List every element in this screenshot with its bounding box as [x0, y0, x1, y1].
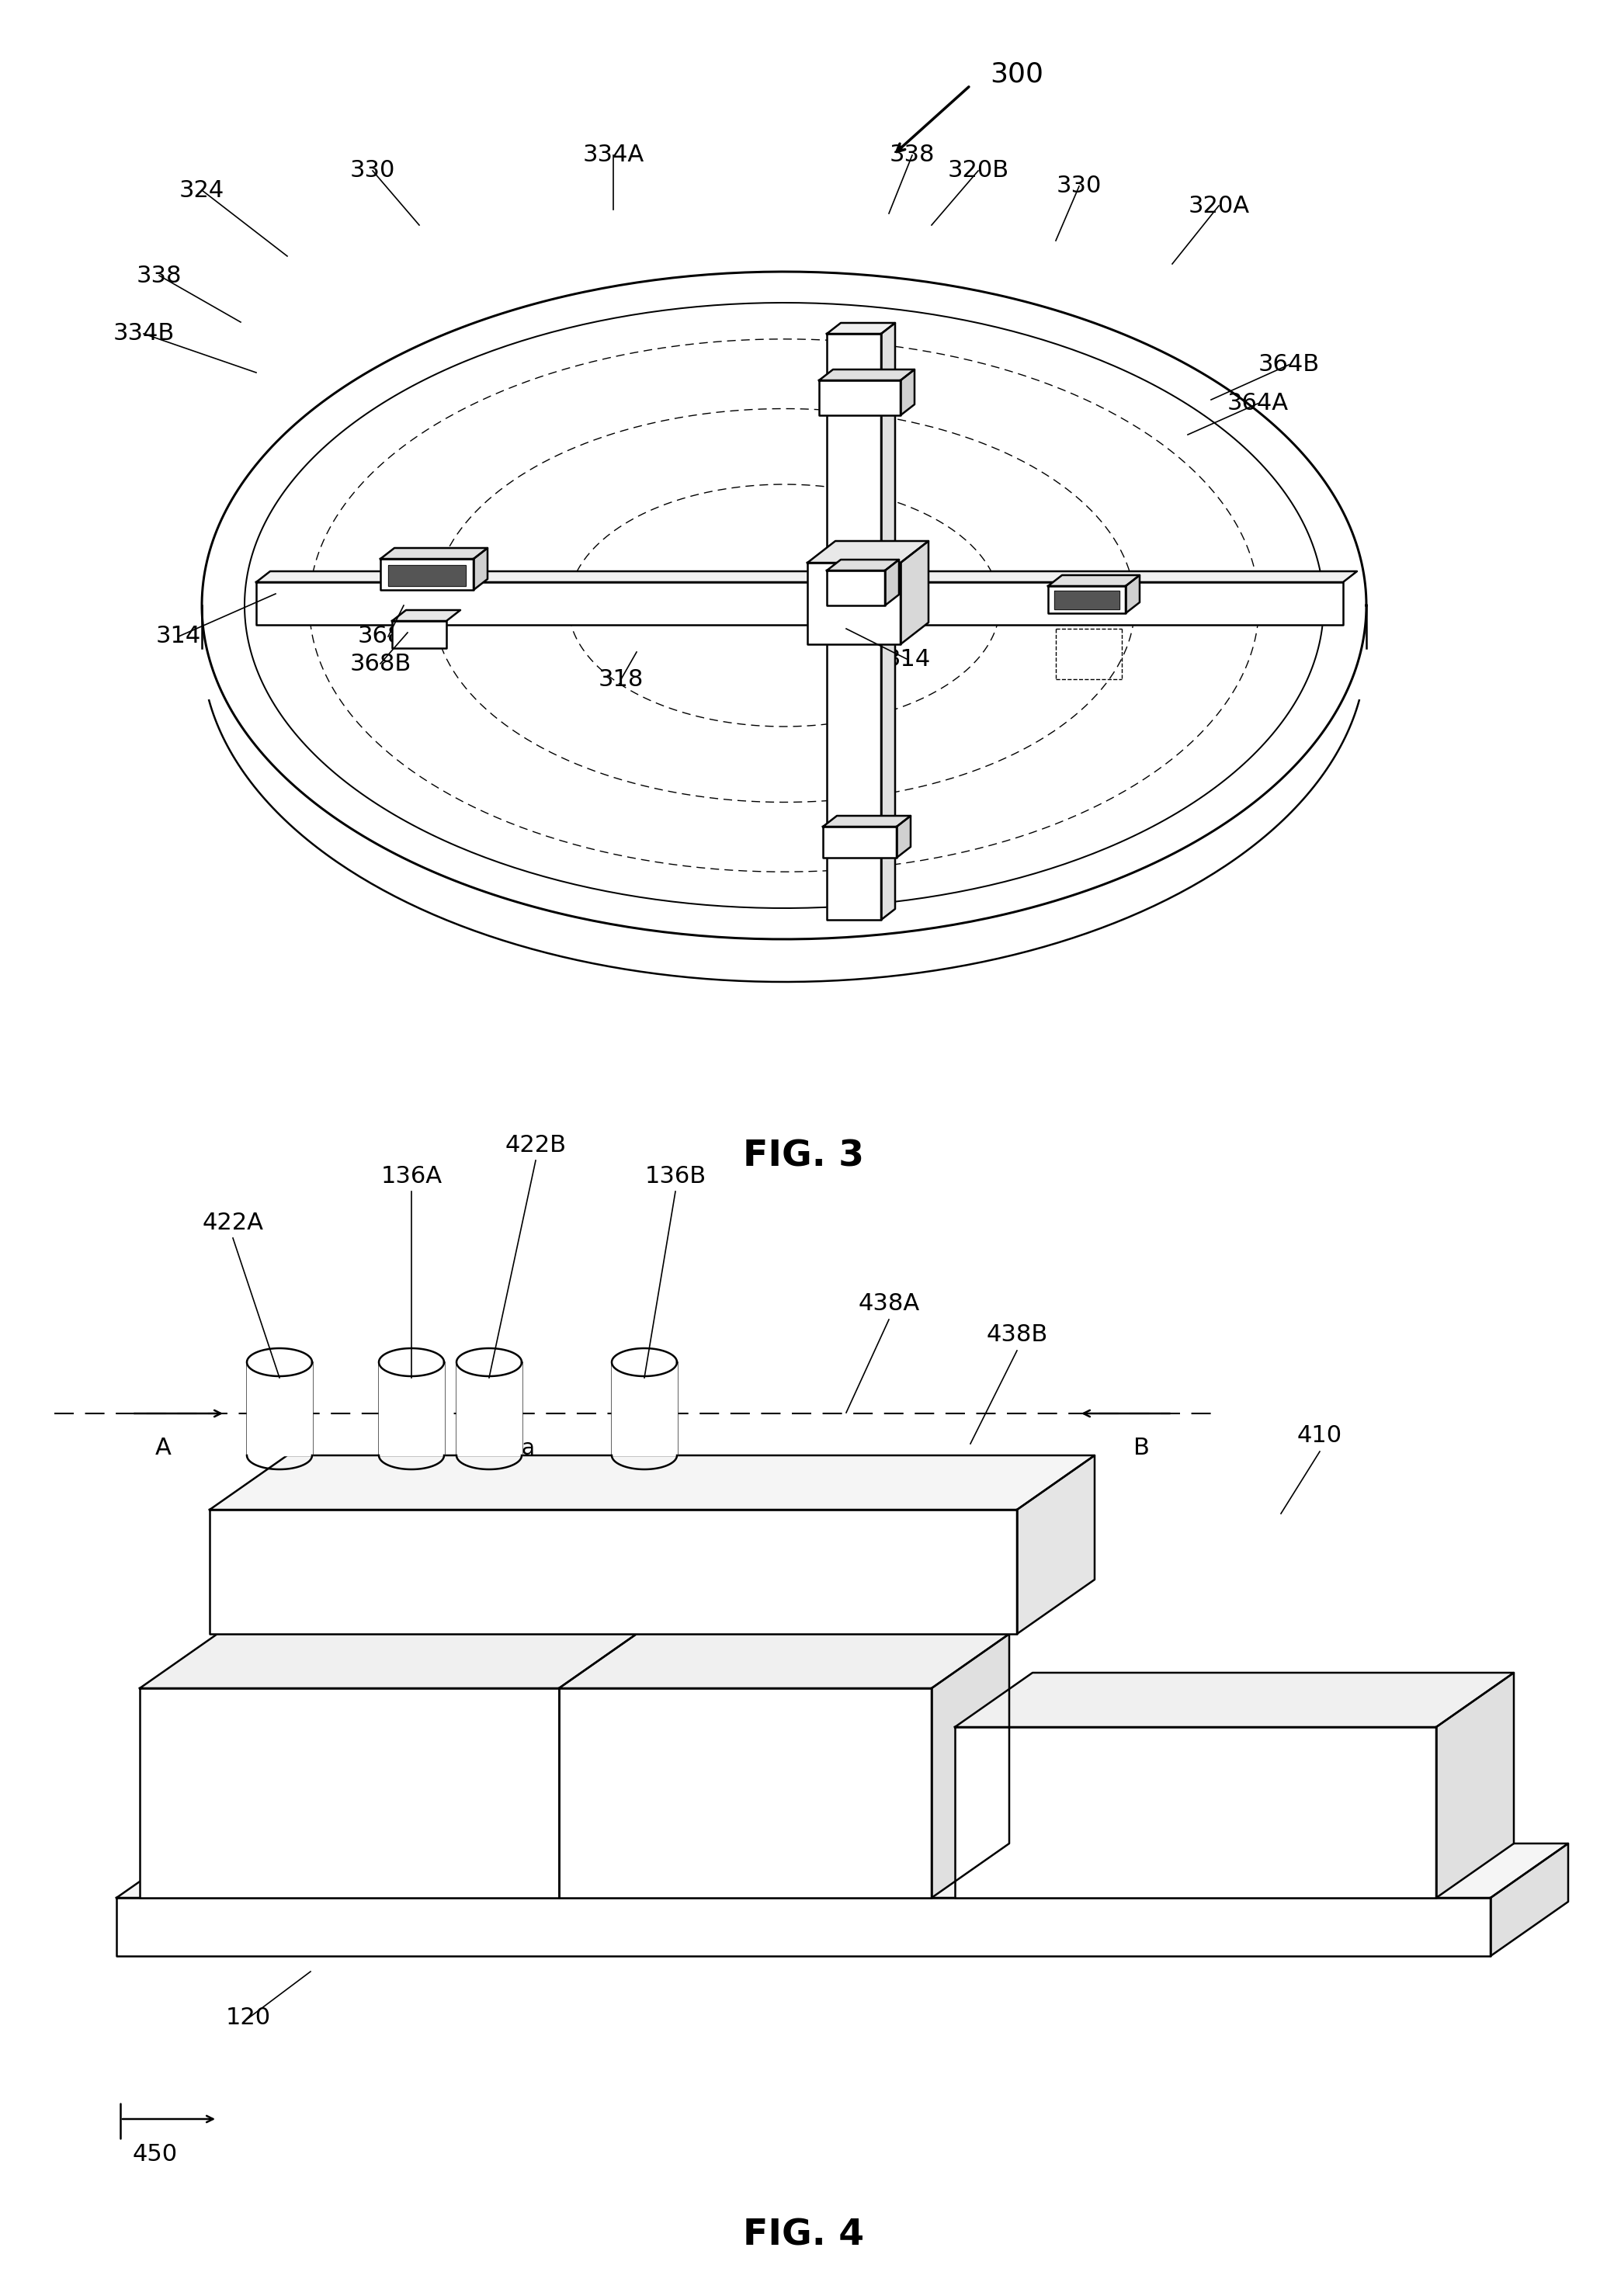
Polygon shape [1437, 1674, 1514, 1899]
Text: B: B [1133, 1437, 1149, 1460]
Polygon shape [209, 1511, 1017, 1635]
Polygon shape [247, 1362, 312, 1456]
Polygon shape [881, 613, 895, 921]
Polygon shape [256, 572, 1356, 583]
Text: 364B: 364B [1258, 354, 1319, 377]
Polygon shape [379, 1362, 444, 1456]
Polygon shape [1125, 576, 1139, 613]
Text: FIG. 4: FIG. 4 [742, 2218, 865, 2252]
Text: 136B: 136B [644, 1164, 705, 1187]
Polygon shape [116, 1899, 1491, 1956]
Polygon shape [381, 549, 487, 558]
Text: 410: 410 [1297, 1426, 1342, 1446]
Text: 320B: 320B [948, 158, 1009, 181]
Polygon shape [392, 611, 460, 620]
Polygon shape [823, 815, 911, 827]
Text: 300: 300 [990, 60, 1045, 87]
Polygon shape [1491, 1844, 1568, 1956]
Polygon shape [881, 324, 895, 583]
Polygon shape [256, 583, 1343, 625]
Polygon shape [955, 1674, 1514, 1727]
Polygon shape [389, 565, 466, 585]
Text: 318: 318 [598, 668, 644, 691]
Text: 330: 330 [350, 158, 395, 181]
Polygon shape [955, 1727, 1437, 1899]
Polygon shape [209, 1456, 1094, 1511]
Polygon shape [932, 1635, 1009, 1899]
Polygon shape [612, 1362, 677, 1456]
Polygon shape [559, 1688, 932, 1899]
Polygon shape [897, 815, 911, 859]
Polygon shape [826, 625, 881, 921]
Polygon shape [900, 542, 929, 645]
Polygon shape [559, 1635, 1009, 1688]
Polygon shape [247, 1348, 312, 1375]
Text: 438A: 438A [858, 1293, 919, 1316]
Polygon shape [826, 560, 898, 569]
Text: 450: 450 [133, 2142, 178, 2165]
Polygon shape [140, 1635, 636, 1688]
Text: 338: 338 [890, 145, 935, 168]
Text: 120: 120 [227, 2007, 272, 2030]
Text: FIG. 3: FIG. 3 [742, 1139, 865, 1173]
Text: 438B: 438B [987, 1325, 1048, 1345]
Text: a: a [521, 1437, 535, 1460]
Polygon shape [474, 549, 487, 590]
Polygon shape [1017, 1456, 1094, 1635]
Text: 422B: 422B [505, 1134, 566, 1157]
Polygon shape [116, 1844, 1568, 1899]
Text: 368A: 368A [357, 625, 419, 647]
Text: 324: 324 [180, 179, 225, 202]
Text: 314: 314 [156, 625, 201, 647]
Polygon shape [456, 1348, 522, 1375]
Polygon shape [826, 569, 885, 606]
Polygon shape [826, 333, 881, 583]
Text: 364A: 364A [1226, 393, 1289, 416]
Polygon shape [820, 381, 900, 416]
Polygon shape [807, 542, 929, 563]
Polygon shape [807, 563, 900, 645]
Polygon shape [1048, 585, 1125, 613]
Text: 314: 314 [885, 647, 930, 670]
Polygon shape [826, 613, 895, 625]
Polygon shape [900, 370, 914, 416]
Polygon shape [392, 620, 447, 647]
Text: 320A: 320A [1188, 195, 1250, 216]
Polygon shape [456, 1362, 522, 1456]
Text: 334A: 334A [582, 145, 644, 168]
Polygon shape [823, 827, 897, 859]
Polygon shape [1048, 576, 1139, 585]
Polygon shape [140, 1688, 559, 1899]
Text: 338: 338 [137, 264, 182, 287]
Text: 136A: 136A [381, 1164, 442, 1187]
Text: 422A: 422A [202, 1212, 264, 1233]
Polygon shape [612, 1348, 677, 1375]
Polygon shape [1054, 590, 1120, 608]
Text: 334B: 334B [112, 321, 175, 344]
Polygon shape [885, 560, 898, 606]
Polygon shape [381, 558, 474, 590]
Text: 368B: 368B [350, 652, 411, 675]
Polygon shape [820, 370, 914, 381]
Text: A: A [154, 1437, 170, 1460]
Text: 330: 330 [1056, 174, 1102, 197]
Polygon shape [379, 1348, 444, 1375]
Polygon shape [826, 324, 895, 333]
